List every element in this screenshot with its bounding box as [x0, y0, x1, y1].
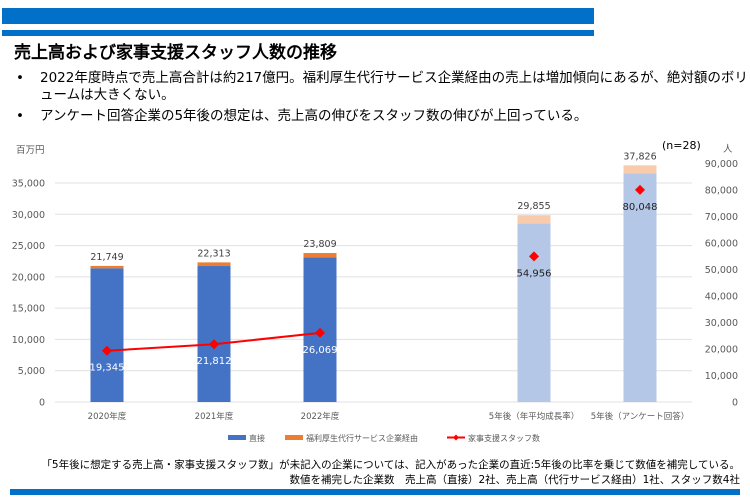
y-right-tick: 80,000	[705, 186, 738, 197]
bar-direct	[197, 266, 231, 402]
bar-agency	[517, 215, 551, 224]
staff-label: 19,345	[90, 363, 125, 374]
bullet-item: 2022年度時点で売上高合計は約217億円。福利厚生代行サービス企業経由の売上は…	[14, 70, 750, 104]
bar-agency	[623, 165, 657, 174]
bar-agency	[197, 262, 231, 267]
y-right-tick: 60,000	[705, 239, 738, 250]
legend-label: 福利厚生代行サービス企業経由	[306, 433, 418, 443]
bar-direct	[90, 268, 124, 402]
y-right-tick: 50,000	[705, 265, 738, 276]
header-rule	[2, 30, 594, 36]
staff-label: 54,956	[517, 268, 552, 279]
legend-label: 家事支援スタッフ数	[468, 433, 540, 443]
staff-marker	[529, 251, 539, 262]
total-label: 37,826	[623, 151, 656, 162]
bar-direct	[623, 173, 657, 402]
y-left-tick: 5,000	[18, 366, 45, 377]
total-label: 21,749	[90, 252, 123, 263]
y-left-tick: 20,000	[12, 272, 45, 283]
total-label: 29,855	[517, 201, 550, 212]
staff-label: 21,812	[197, 356, 232, 367]
legend-swatch	[285, 435, 303, 440]
y-left-tick: 35,000	[12, 179, 45, 190]
y-left-tick: 25,000	[12, 241, 45, 252]
x-tick: 2020年度	[88, 411, 127, 422]
staff-marker	[209, 339, 219, 350]
legend-marker	[453, 434, 459, 441]
total-label: 22,313	[197, 248, 230, 259]
bullet-item: アンケート回答企業の5年後の想定は、売上高の伸びをスタッフ数の伸びが上回っている…	[14, 108, 750, 125]
y-right-tick: 10,000	[705, 371, 738, 382]
bar-agency	[303, 253, 337, 258]
header-band	[2, 8, 594, 24]
x-tick: 5年後（アンケート回答）	[591, 411, 690, 422]
total-label: 23,809	[303, 239, 336, 250]
x-tick: 2022年度	[301, 411, 340, 422]
x-tick: 5年後（年平均成長率）	[489, 411, 579, 422]
staff-marker	[102, 345, 112, 356]
y-right-tick: 40,000	[705, 292, 738, 303]
staff-label: 26,069	[303, 345, 338, 356]
footnote: 数値を補完した企業数 売上高（直接）2社、売上高（代行サービス経由）1社、スタッ…	[289, 474, 740, 486]
y-left-tick: 30,000	[12, 210, 45, 221]
staff-marker	[635, 184, 645, 195]
footer-band	[10, 489, 740, 495]
y-right-tick: 30,000	[705, 318, 738, 329]
x-tick: 2021年度	[195, 411, 234, 422]
bar-direct	[517, 223, 551, 402]
page-title: 売上高および家事支援スタッフ人数の推移	[14, 43, 337, 63]
bar-agency	[90, 265, 124, 269]
y-right-label: 人	[723, 144, 733, 155]
legend-swatch	[228, 435, 246, 440]
y-right-tick: 70,000	[705, 212, 738, 223]
legend-label: 直接	[249, 433, 265, 443]
staff-label: 80,048	[623, 202, 658, 213]
y-left-tick: 15,000	[12, 304, 45, 315]
y-right-tick: 0	[732, 398, 738, 409]
sample-size: (n=28)	[662, 139, 701, 152]
bullet-list: 2022年度時点で売上高合計は約217億円。福利厚生代行サービス企業経由の売上は…	[14, 70, 750, 129]
y-right-tick: 20,000	[705, 345, 738, 356]
y-left-tick: 0	[39, 398, 45, 409]
footnote: 「5年後に想定する売上高・家事支援スタッフ数」が未記入の企業については、記入があ…	[41, 459, 740, 471]
staff-marker	[315, 327, 325, 338]
y-left-tick: 10,000	[12, 335, 45, 346]
y-right-tick: 90,000	[705, 159, 738, 170]
y-left-label: 百万円	[16, 145, 45, 156]
